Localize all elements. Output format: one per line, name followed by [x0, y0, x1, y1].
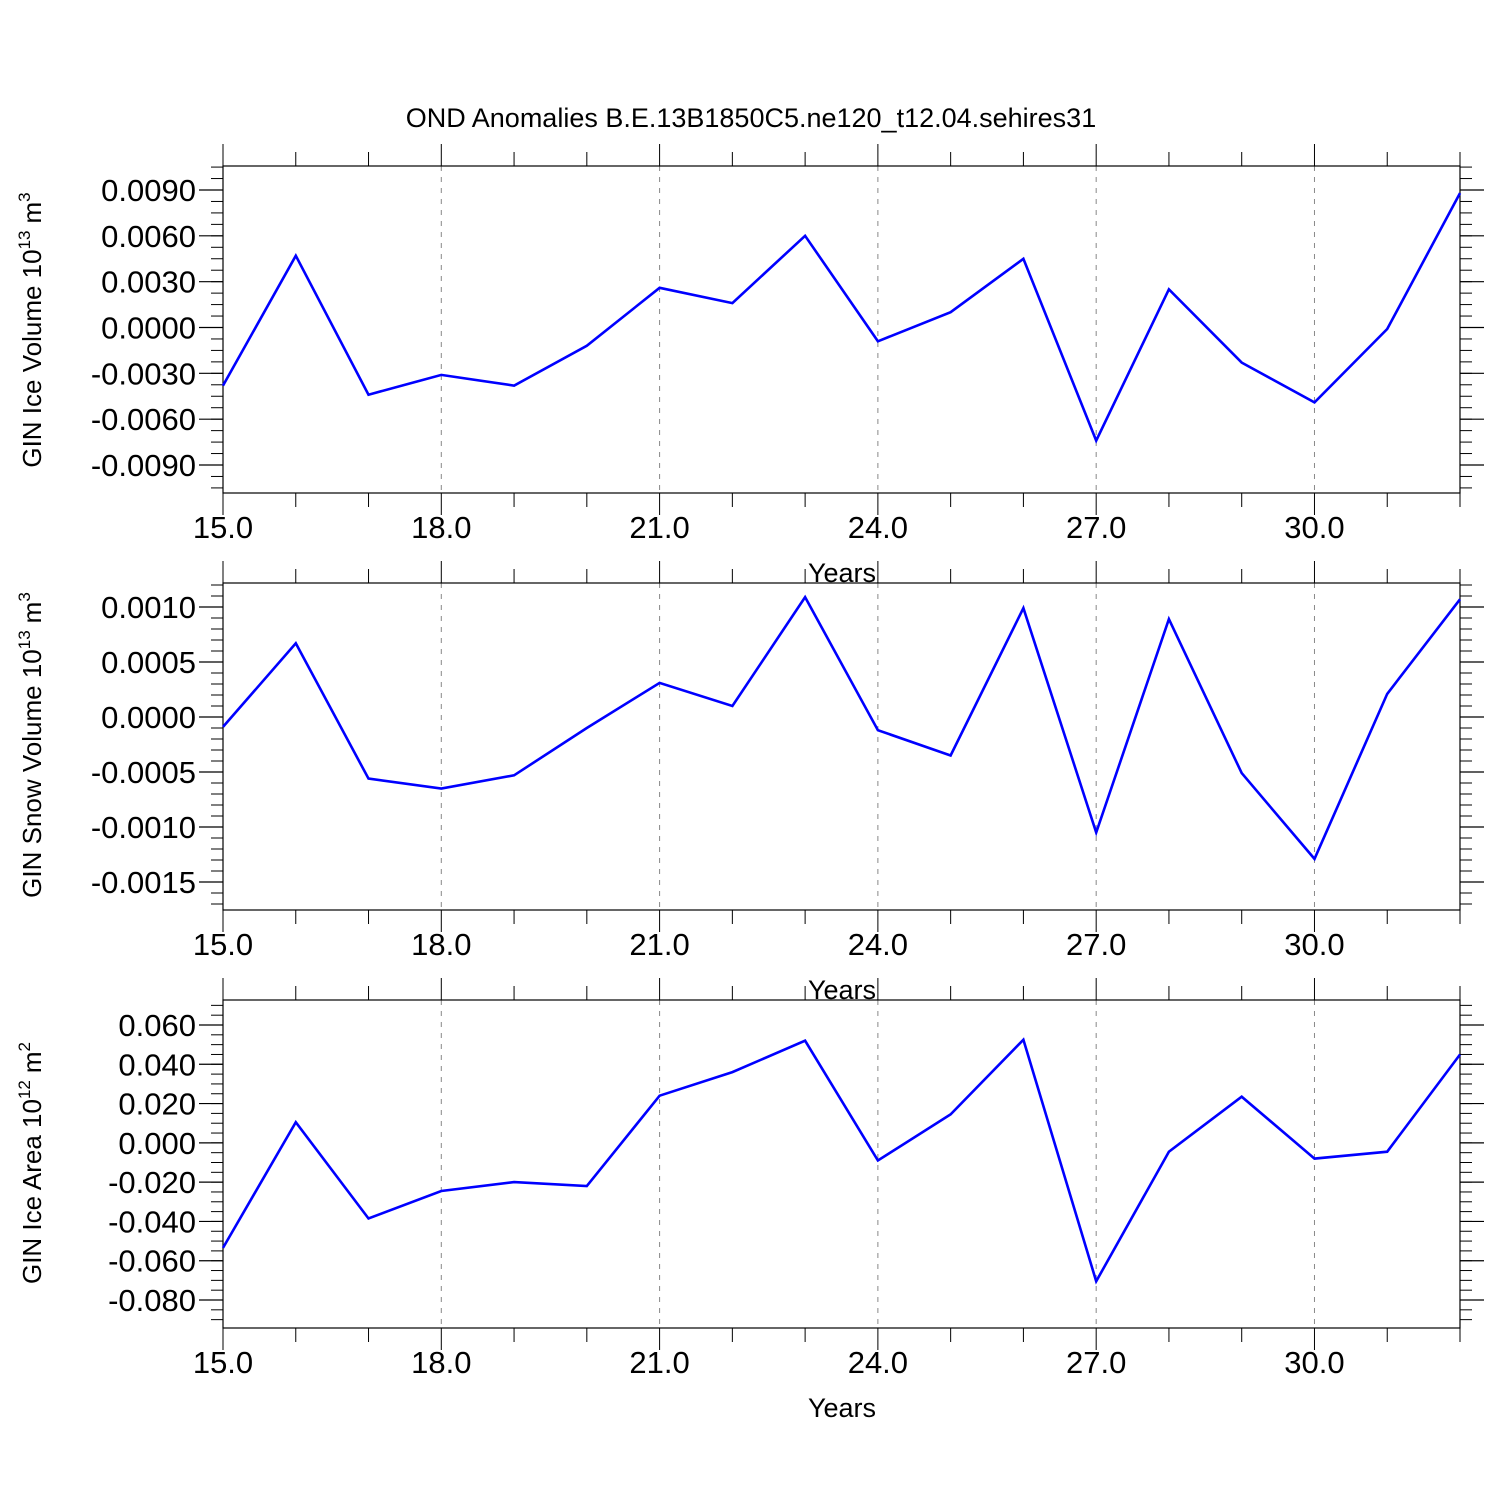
x-tick-label: 24.0 — [848, 510, 908, 545]
plot-frame — [223, 166, 1460, 493]
x-tick-label: 27.0 — [1066, 927, 1126, 962]
chart-title: OND Anomalies B.E.13B1850C5.ne120_t12.04… — [406, 103, 1096, 133]
y-tick-label: 0.040 — [118, 1047, 196, 1082]
series-line — [223, 597, 1460, 859]
x-tick-label: 21.0 — [629, 1345, 689, 1380]
x-tick-label: 30.0 — [1284, 927, 1344, 962]
x-tick-label: 30.0 — [1284, 510, 1344, 545]
y-tick-label: -0.0005 — [91, 755, 196, 790]
x-axis-title: Years — [808, 1393, 876, 1423]
x-tick-label: 27.0 — [1066, 1345, 1126, 1380]
y-tick-label: -0.040 — [108, 1204, 196, 1239]
y-axis-title: GIN Ice Area 1012 m2 — [15, 1042, 47, 1284]
panel-3: 15.0 18.0 21.0 24.0 27.0 30.0 Years 0.060 0.040 0… — [15, 978, 1484, 1423]
y-tick-label: -0.0030 — [91, 356, 196, 391]
x-tick-label: 24.0 — [848, 927, 908, 962]
y-axis-title-text: GIN Snow Volume 10 — [17, 649, 47, 898]
x-tick-label: 15.0 — [193, 510, 253, 545]
x-tick-label: 18.0 — [411, 1345, 471, 1380]
series-line — [223, 1040, 1460, 1282]
y-tick-label: 0.0090 — [101, 173, 196, 208]
y-axis-title-exponent: 13 — [15, 230, 34, 249]
y-tick-label: 0.060 — [118, 1008, 196, 1043]
y-axis-title-unit: m — [17, 1051, 47, 1073]
plot-frame — [223, 583, 1460, 910]
y-axis-title-unit-exponent: 2 — [15, 1042, 34, 1051]
y-axis-title-unit: m — [17, 202, 47, 224]
y-tick-label: 0.020 — [118, 1087, 196, 1122]
y-tick-label: 0.0010 — [101, 590, 196, 625]
y-axis-title-text: GIN Ice Volume 10 — [17, 249, 47, 467]
y-axis-title-unit: m — [17, 602, 47, 624]
y-axis-title-unit-exponent: 3 — [15, 592, 34, 601]
series-line — [223, 193, 1460, 441]
x-tick-label: 18.0 — [411, 510, 471, 545]
y-tick-label: 0.0005 — [101, 645, 196, 680]
y-axis-title: GIN Ice Volume 1013 m3 — [15, 192, 47, 467]
x-tick-label: 21.0 — [629, 927, 689, 962]
plot-frame — [223, 1000, 1460, 1328]
y-tick-label: -0.080 — [108, 1283, 196, 1318]
y-tick-label: -0.0060 — [91, 402, 196, 437]
y-axis-title-text: GIN Ice Area 10 — [17, 1099, 47, 1284]
y-axis-title-unit-exponent: 3 — [15, 192, 34, 201]
y-axis-title: GIN Snow Volume 1013 m3 — [15, 592, 47, 898]
y-axis-title-exponent: 12 — [15, 1080, 34, 1099]
x-tick-label: 27.0 — [1066, 510, 1126, 545]
y-tick-label: -0.020 — [108, 1165, 196, 1200]
y-tick-label: 0.0030 — [101, 265, 196, 300]
x-tick-label: 30.0 — [1284, 1345, 1344, 1380]
y-tick-label: 0.0000 — [101, 311, 196, 346]
y-tick-label: -0.0015 — [91, 865, 196, 900]
y-tick-label: -0.0010 — [91, 810, 196, 845]
x-tick-label: 21.0 — [629, 510, 689, 545]
y-tick-label: 0.0000 — [101, 700, 196, 735]
y-tick-label: -0.0090 — [91, 448, 196, 483]
x-tick-label: 15.0 — [193, 1345, 253, 1380]
y-axis-title-exponent: 13 — [15, 630, 34, 649]
x-tick-label: 24.0 — [848, 1345, 908, 1380]
y-tick-label: 0.0060 — [101, 219, 196, 254]
y-tick-label: 0.000 — [118, 1126, 196, 1161]
x-tick-label: 15.0 — [193, 927, 253, 962]
y-tick-label: -0.060 — [108, 1244, 196, 1279]
x-tick-label: 18.0 — [411, 927, 471, 962]
